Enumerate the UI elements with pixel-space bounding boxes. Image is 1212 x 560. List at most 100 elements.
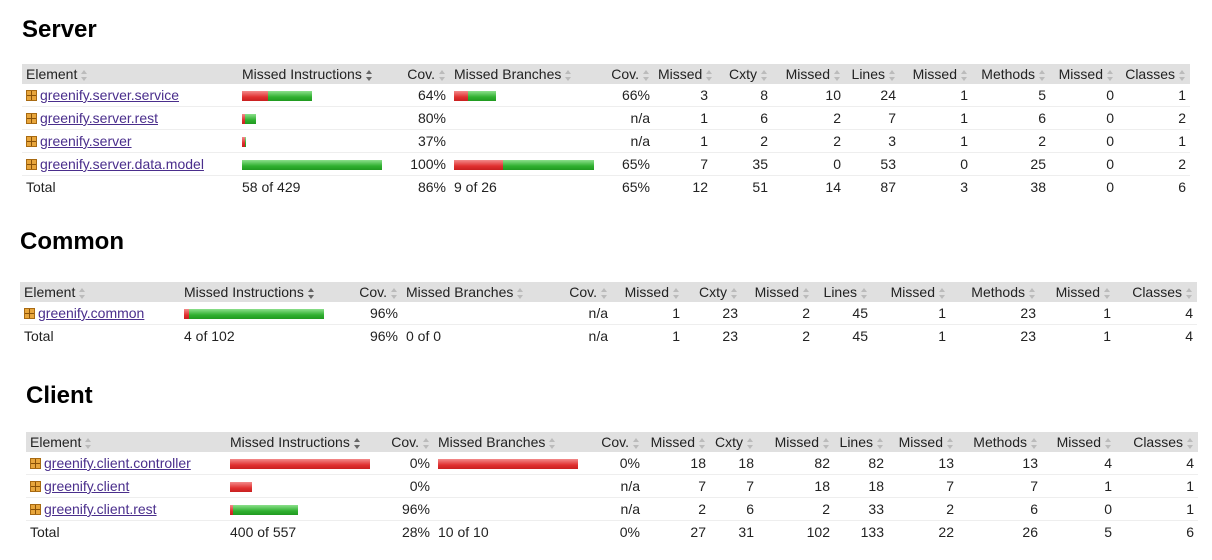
cell-text: n/a	[630, 133, 650, 149]
column-header[interactable]: Cov.	[552, 282, 612, 302]
column-header[interactable]: Missed	[772, 64, 845, 84]
total-cell: 102	[758, 521, 834, 544]
covered-bar	[244, 114, 256, 125]
column-header[interactable]: Cov.	[586, 432, 644, 452]
column-header[interactable]: Missed	[1050, 64, 1118, 84]
cell: 65%	[602, 152, 654, 176]
cell: 5	[972, 84, 1050, 107]
cell: 18	[710, 452, 758, 475]
package-link[interactable]: greenify.server.data.model	[40, 156, 204, 172]
column-header[interactable]: Element	[26, 432, 226, 452]
cell: 3	[845, 129, 900, 153]
cell: 2	[888, 497, 958, 521]
column-header[interactable]: Cov.	[384, 432, 434, 452]
column-header[interactable]: Missed	[1042, 432, 1116, 452]
column-header[interactable]: Methods	[972, 64, 1050, 84]
column-header[interactable]: Missed Instructions	[238, 64, 398, 84]
package-link[interactable]: greenify.client.controller	[44, 455, 191, 471]
total-cell: 0%	[586, 521, 644, 544]
column-header[interactable]: Missed	[654, 64, 712, 84]
cell-text: 1	[1103, 305, 1111, 321]
header-label: Missed	[1056, 434, 1101, 450]
total-cell: 4 of 102	[180, 325, 350, 348]
sort-icon	[1031, 437, 1038, 449]
sort-icon	[961, 69, 968, 81]
column-header[interactable]: Missed	[758, 432, 834, 452]
sort-icon	[803, 287, 810, 299]
total-cell: 10 of 10	[434, 521, 586, 544]
cell: 1	[1040, 302, 1115, 325]
package-link[interactable]: greenify.server.rest	[40, 110, 159, 126]
cell: 7	[845, 106, 900, 130]
column-header[interactable]: Missed	[888, 432, 958, 452]
cell: 1	[654, 106, 712, 130]
sort-icon	[633, 437, 640, 449]
header-label: Classes	[1125, 66, 1175, 82]
column-header[interactable]: Cov.	[398, 64, 450, 84]
column-header[interactable]: Classes	[1116, 432, 1198, 452]
cell-text: 45	[852, 328, 868, 344]
header-label: Missed	[624, 284, 669, 300]
column-header[interactable]: Cov.	[602, 64, 654, 84]
cell-text: 1	[960, 133, 968, 149]
cell: 18	[834, 474, 888, 498]
cell: greenify.client.rest	[26, 497, 226, 521]
missed-bar	[438, 459, 578, 470]
sort-icon	[81, 69, 88, 81]
column-header[interactable]: Element	[20, 282, 180, 302]
cell	[450, 106, 602, 130]
cell-text: 1	[938, 305, 946, 321]
column-header[interactable]: Missed Instructions	[226, 432, 384, 452]
cell-text: 2	[802, 328, 810, 344]
package-link[interactable]: greenify.server.service	[40, 87, 180, 103]
column-header[interactable]: Methods	[950, 282, 1040, 302]
column-header[interactable]: Missed	[612, 282, 684, 302]
cell-text: 7	[700, 156, 708, 172]
cell: 7	[654, 152, 712, 176]
package-link[interactable]: greenify.client.rest	[44, 501, 157, 517]
cell-text: 6	[746, 501, 754, 517]
column-header[interactable]: Missed Branches	[434, 432, 586, 452]
cell: 96%	[384, 497, 434, 521]
header-label: Missed Branches	[406, 284, 514, 300]
column-header[interactable]: Cxty	[710, 432, 758, 452]
column-header[interactable]: Methods	[958, 432, 1042, 452]
column-header[interactable]: Missed	[872, 282, 950, 302]
column-header[interactable]: Cov.	[350, 282, 402, 302]
cell	[450, 84, 602, 107]
column-header[interactable]: Element	[22, 64, 238, 84]
column-header[interactable]: Classes	[1118, 64, 1190, 84]
column-header[interactable]: Missed	[742, 282, 814, 302]
column-header[interactable]: Cxty	[712, 64, 772, 84]
package-link[interactable]: greenify.client	[44, 478, 130, 494]
covered-bar	[242, 160, 382, 171]
column-header[interactable]: Lines	[845, 64, 900, 84]
column-header[interactable]: Lines	[834, 432, 888, 452]
total-row: Total 58 of 429 86% 9 of 26 65% 12 51 14 87 3 38 0 6	[22, 176, 1190, 199]
package-link[interactable]: greenify.server	[40, 133, 132, 149]
cell	[402, 302, 552, 325]
header-label: Missed	[890, 284, 935, 300]
column-header[interactable]: Missed Branches	[402, 282, 552, 302]
sort-icon	[947, 437, 954, 449]
column-header[interactable]: Classes	[1115, 282, 1197, 302]
cell-text: 1	[700, 133, 708, 149]
column-header[interactable]: Missed Branches	[450, 64, 602, 84]
header-label: Missed	[754, 284, 799, 300]
column-header[interactable]: Missed Instructions	[180, 282, 350, 302]
cell: 35	[712, 152, 772, 176]
cell-text: n/a	[588, 305, 608, 321]
column-header[interactable]: Lines	[814, 282, 872, 302]
column-header[interactable]: Missed	[900, 64, 972, 84]
package-link[interactable]: greenify.common	[38, 305, 145, 321]
cell-text: 26	[1022, 524, 1038, 540]
cell-text: 1	[1103, 328, 1111, 344]
column-header[interactable]: Cxty	[684, 282, 742, 302]
cell-text: 1	[672, 305, 680, 321]
column-header[interactable]: Missed	[1040, 282, 1115, 302]
cell: greenify.server.service	[22, 84, 238, 107]
total-cell: 0 of 0	[402, 325, 552, 348]
cell: 37%	[398, 129, 450, 153]
column-header[interactable]: Missed	[644, 432, 710, 452]
total-cell: 22	[888, 521, 958, 544]
